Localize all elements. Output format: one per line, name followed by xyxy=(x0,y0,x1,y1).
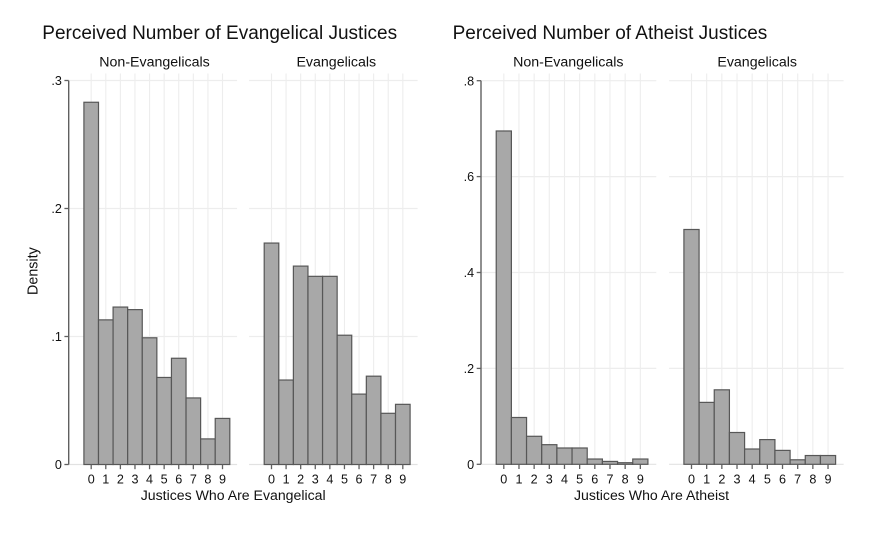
svg-text:2: 2 xyxy=(297,472,304,486)
svg-text:Perceived Number of Atheist Ju: Perceived Number of Atheist Justices xyxy=(453,23,768,44)
svg-text:0: 0 xyxy=(688,472,695,486)
svg-text:.1: .1 xyxy=(51,330,62,344)
svg-text:5: 5 xyxy=(576,472,583,486)
svg-text:.2: .2 xyxy=(51,202,62,216)
svg-text:9: 9 xyxy=(825,472,832,486)
svg-text:Non-Evangelicals: Non-Evangelicals xyxy=(99,54,209,70)
svg-text:9: 9 xyxy=(399,472,406,486)
svg-text:8: 8 xyxy=(385,472,392,486)
svg-text:Density: Density xyxy=(25,246,41,295)
svg-text:9: 9 xyxy=(637,472,644,486)
svg-text:4: 4 xyxy=(146,472,153,486)
svg-text:7: 7 xyxy=(794,472,801,486)
svg-text:.3: .3 xyxy=(51,74,62,88)
svg-text:4: 4 xyxy=(326,472,333,486)
svg-text:5: 5 xyxy=(161,472,168,486)
svg-text:7: 7 xyxy=(606,472,613,486)
svg-text:7: 7 xyxy=(370,472,377,486)
svg-text:3: 3 xyxy=(131,472,138,486)
svg-text:1: 1 xyxy=(515,472,522,486)
svg-text:0: 0 xyxy=(467,458,474,472)
svg-text:6: 6 xyxy=(591,472,598,486)
svg-text:3: 3 xyxy=(546,472,553,486)
svg-text:Evangelicals: Evangelicals xyxy=(296,54,376,70)
svg-text:Non-Evangelicals: Non-Evangelicals xyxy=(513,54,623,70)
svg-text:6: 6 xyxy=(779,472,786,486)
svg-text:4: 4 xyxy=(561,472,568,486)
svg-text:.2: .2 xyxy=(464,362,475,376)
svg-text:Perceived Number of Evangelica: Perceived Number of Evangelical Justices xyxy=(42,23,397,44)
svg-text:3: 3 xyxy=(312,472,319,486)
svg-text:8: 8 xyxy=(622,472,629,486)
svg-text:1: 1 xyxy=(102,472,109,486)
svg-text:Justices Who Are Evangelical: Justices Who Are Evangelical xyxy=(141,487,326,503)
svg-text:9: 9 xyxy=(219,472,226,486)
svg-text:.4: .4 xyxy=(464,266,475,280)
svg-text:1: 1 xyxy=(703,472,710,486)
svg-text:3: 3 xyxy=(734,472,741,486)
svg-text:0: 0 xyxy=(268,472,275,486)
svg-text:8: 8 xyxy=(809,472,816,486)
svg-text:0: 0 xyxy=(55,458,62,472)
svg-text:5: 5 xyxy=(764,472,771,486)
svg-text:6: 6 xyxy=(356,472,363,486)
svg-text:4: 4 xyxy=(749,472,756,486)
svg-text:7: 7 xyxy=(190,472,197,486)
svg-text:2: 2 xyxy=(718,472,725,486)
svg-text:.8: .8 xyxy=(464,74,475,88)
svg-text:0: 0 xyxy=(500,472,507,486)
svg-text:8: 8 xyxy=(204,472,211,486)
svg-text:6: 6 xyxy=(175,472,182,486)
svg-text:0: 0 xyxy=(88,472,95,486)
svg-text:2: 2 xyxy=(531,472,538,486)
svg-text:1: 1 xyxy=(283,472,290,486)
svg-text:.6: .6 xyxy=(464,170,475,184)
svg-text:Justices Who Are Atheist: Justices Who Are Atheist xyxy=(574,487,729,503)
svg-text:5: 5 xyxy=(341,472,348,486)
svg-text:2: 2 xyxy=(117,472,124,486)
svg-text:Evangelicals: Evangelicals xyxy=(717,54,797,70)
